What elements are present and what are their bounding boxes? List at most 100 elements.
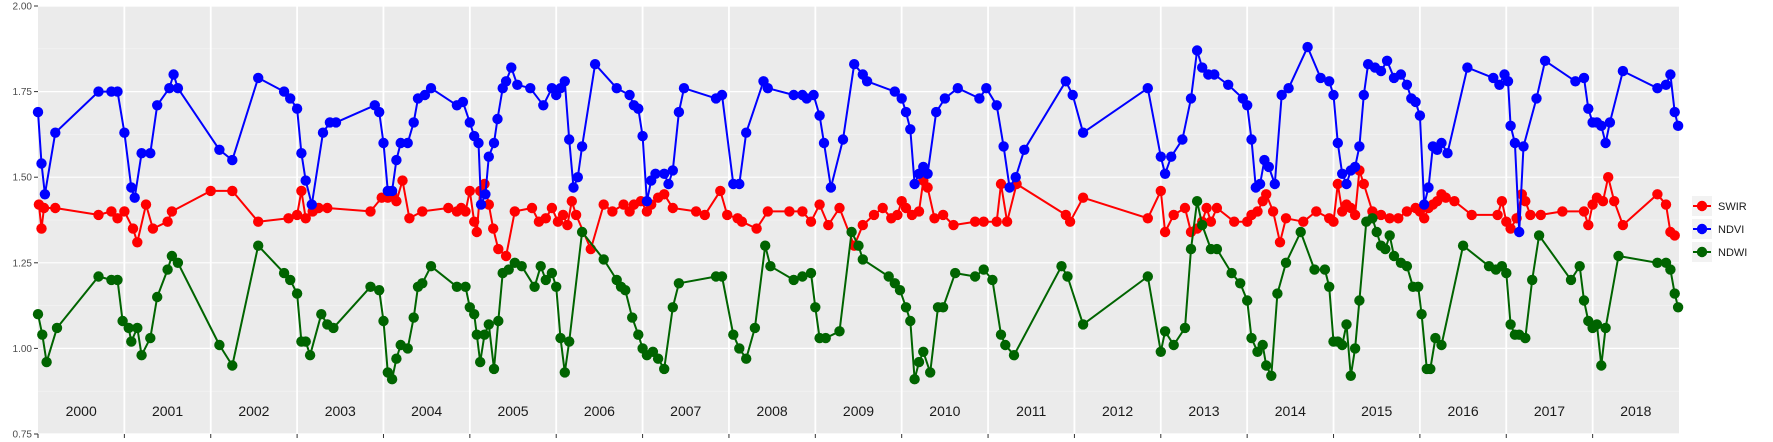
data-point-ndwi xyxy=(659,363,670,375)
data-point-ndwi xyxy=(741,353,752,364)
data-point-ndvi xyxy=(1197,62,1208,73)
data-point-swir xyxy=(1496,196,1508,207)
data-point-ndwi xyxy=(555,332,566,344)
data-point-swir xyxy=(1077,192,1089,203)
data-point-ndwi xyxy=(1008,350,1020,361)
data-point-ndvi xyxy=(1509,137,1521,149)
data-point-ndvi xyxy=(291,103,303,114)
y-tick-label: 1.50 xyxy=(13,173,33,184)
data-point-ndvi xyxy=(126,182,137,193)
data-point-ndvi xyxy=(673,106,685,118)
data-point-swir xyxy=(1328,216,1339,227)
data-point-ndwi xyxy=(32,309,44,320)
data-point-ndwi xyxy=(667,302,678,313)
data-point-swir xyxy=(857,219,868,231)
data-point-swir xyxy=(469,216,480,227)
data-point-ndvi xyxy=(1518,141,1529,152)
series-layer xyxy=(32,41,1684,385)
data-point-swir xyxy=(1652,189,1663,200)
data-point-ndvi xyxy=(1191,45,1203,56)
data-point-swir xyxy=(205,185,216,197)
data-point-ndvi xyxy=(391,154,402,166)
data-point-swir xyxy=(322,202,333,214)
data-point-ndwi xyxy=(846,226,857,238)
data-point-ndvi xyxy=(483,151,494,162)
legend: SWIR NDVI NDWI xyxy=(1692,196,1747,262)
data-point-swir xyxy=(722,209,733,221)
series-ndvi xyxy=(32,41,1684,238)
data-point-swir xyxy=(978,216,989,227)
data-point-swir xyxy=(570,209,582,221)
data-point-ndwi xyxy=(1341,319,1352,330)
data-point-ndvi xyxy=(1242,100,1253,111)
data-point-ndwi xyxy=(1501,267,1512,279)
data-point-swir xyxy=(1332,178,1344,190)
data-point-ndwi xyxy=(1280,257,1292,268)
data-point-ndvi xyxy=(825,182,837,193)
data-point-ndvi xyxy=(889,86,900,97)
y-tick-label: 1.00 xyxy=(13,344,33,355)
minor-gridlines xyxy=(38,48,1679,392)
data-point-swir xyxy=(540,213,551,224)
data-point-ndvi xyxy=(1539,55,1551,66)
data-point-swir xyxy=(119,206,130,217)
data-point-ndvi xyxy=(734,178,745,190)
data-point-swir xyxy=(500,250,512,262)
data-point-swir xyxy=(1520,196,1531,207)
data-point-ndwi xyxy=(172,257,184,268)
data-point-ndvi xyxy=(564,134,575,145)
data-point-ndwi xyxy=(152,291,163,303)
data-point-ndwi xyxy=(1591,319,1603,330)
data-point-ndwi xyxy=(883,271,894,282)
data-point-ndwi xyxy=(749,322,761,334)
data-point-ndwi xyxy=(41,356,52,368)
data-point-ndwi xyxy=(1401,261,1413,272)
data-point-swir xyxy=(1159,226,1171,238)
data-point-ndwi xyxy=(1337,339,1348,351)
data-point-swir xyxy=(300,213,311,224)
data-point-ndvi xyxy=(119,127,130,138)
data-point-swir xyxy=(464,185,475,197)
data-point-ndwi xyxy=(1388,250,1400,262)
year-label: 2000 xyxy=(66,403,97,419)
data-point-ndvi xyxy=(1401,79,1413,91)
data-point-swir xyxy=(751,223,762,234)
data-point-ndvi xyxy=(589,58,601,70)
data-point-ndvi xyxy=(1166,151,1177,162)
data-point-swir xyxy=(1179,202,1191,214)
data-point-ndvi xyxy=(473,137,484,149)
data-point-ndvi xyxy=(633,103,644,114)
data-point-swir xyxy=(900,202,912,214)
data-point-ndvi xyxy=(214,144,225,155)
data-point-swir xyxy=(834,202,845,214)
data-point-ndvi xyxy=(1442,148,1453,159)
data-point-ndvi xyxy=(808,89,819,101)
data-point-ndwi xyxy=(451,281,463,292)
legend-key-marker xyxy=(1696,246,1708,258)
data-point-ndvi xyxy=(1423,182,1434,193)
data-point-ndwi xyxy=(1077,319,1089,330)
data-point-swir xyxy=(1440,192,1452,203)
data-point-ndwi xyxy=(126,336,137,347)
data-point-ndwi xyxy=(1159,326,1171,337)
data-point-ndwi xyxy=(471,329,482,340)
data-point-ndwi xyxy=(488,363,500,375)
data-point-ndwi xyxy=(1380,243,1391,255)
data-point-swir xyxy=(112,213,123,224)
data-point-ndwi xyxy=(1384,230,1395,241)
data-point-ndvi xyxy=(624,89,635,101)
year-label: 2008 xyxy=(757,403,788,419)
data-point-ndvi xyxy=(861,76,873,87)
y-tick-label: 1.75 xyxy=(13,87,33,98)
data-point-ndwi xyxy=(1371,226,1382,238)
data-point-swir xyxy=(784,206,795,217)
data-point-ndvi xyxy=(900,106,912,118)
data-point-swir xyxy=(493,243,504,255)
data-point-ndwi xyxy=(365,281,376,292)
data-point-swir xyxy=(1449,196,1460,207)
data-point-swir xyxy=(1001,216,1013,227)
data-point-ndwi xyxy=(1565,274,1577,286)
data-point-ndwi xyxy=(857,254,868,265)
data-point-ndwi xyxy=(529,281,540,292)
